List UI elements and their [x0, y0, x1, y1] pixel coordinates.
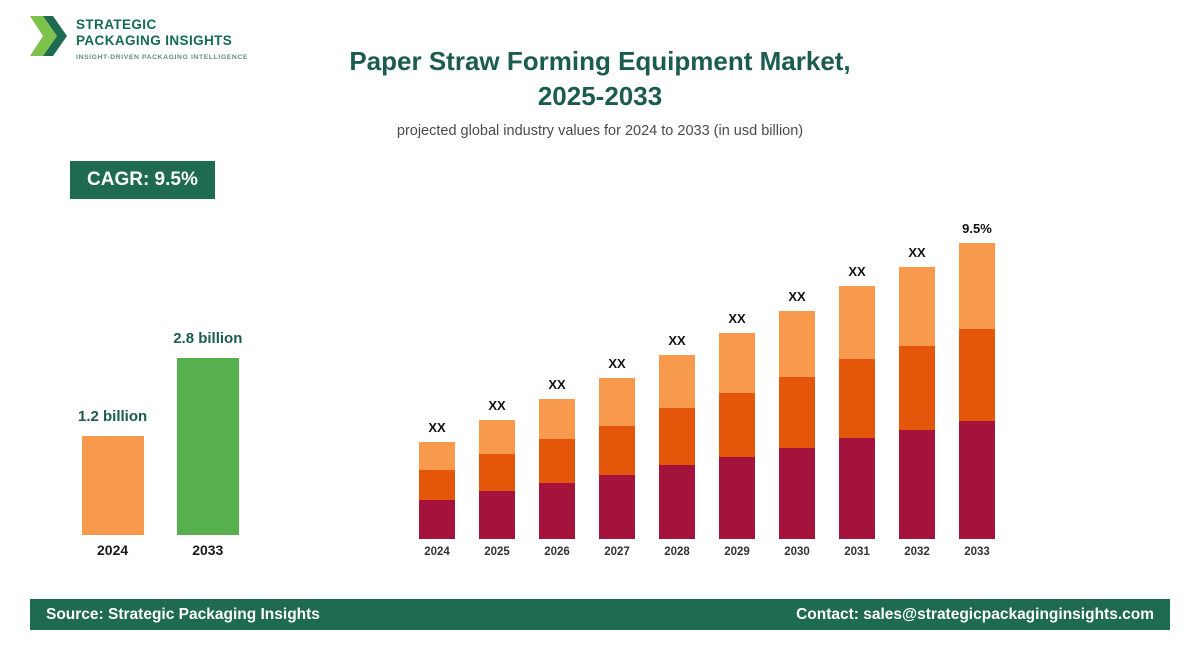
segment-top [839, 286, 875, 359]
brand-tagline: INSIGHT-DRIVEN PACKAGING INTELLIGENCE [76, 53, 248, 61]
bar-group-2032: XX 2032 [899, 245, 935, 558]
segment-middle [899, 346, 935, 430]
bar-year-label: 2029 [724, 546, 750, 558]
segment-middle [599, 426, 635, 475]
bar-group-2027: XX 2027 [599, 356, 635, 558]
summary-bar [81, 436, 144, 535]
bar-stack [719, 333, 755, 539]
segment-top [599, 378, 635, 426]
segment-middle [839, 359, 875, 438]
bar-year-label: 2024 [424, 546, 450, 558]
segment-middle [419, 470, 455, 500]
cagr-badge: CAGR: 9.5% [70, 161, 215, 199]
bar-value-label: XX [908, 245, 926, 260]
segment-middle [779, 377, 815, 448]
summary-bar-year-label: 2024 [97, 542, 129, 558]
segment-middle [479, 454, 515, 491]
stacked-bar-chart: XX 2024 XX 2025 XX 2026 XX 2027 XX 2028 XX 2029 XX 20… [419, 221, 995, 558]
bar-stack [959, 243, 995, 539]
segment-bottom [539, 483, 575, 539]
page-subtitle: projected global industry values for 202… [396, 123, 804, 140]
bar-year-label: 2026 [544, 546, 570, 558]
bar-year-label: 2030 [784, 546, 810, 558]
segment-top [419, 442, 455, 470]
brand-name-line2: PACKAGING INSIGHTS [76, 32, 233, 48]
bar-year-label: 2033 [964, 546, 990, 558]
bar-group-2025: XX 2025 [479, 398, 515, 558]
bar-value-label: 9.5% [962, 221, 992, 236]
bar-group-2029: XX 2029 [719, 311, 755, 558]
bar-value-label: XX [788, 289, 806, 304]
segment-top [659, 355, 695, 408]
bar-value-label: XX [548, 377, 566, 392]
bar-year-label: 2027 [604, 546, 630, 558]
segment-top [899, 267, 935, 346]
bar-value-label: XX [848, 264, 866, 279]
segment-bottom [899, 430, 935, 539]
summary-bar [176, 358, 239, 535]
summary-bar-value-label: 1.2 billion [78, 408, 148, 425]
summary-bar-chart: 1.2 billion 2024 2.8 billion 2033 [78, 330, 242, 558]
header: Paper Straw Forming Equipment Market, 20… [0, 44, 1200, 139]
bar-stack [599, 378, 635, 539]
segment-middle [959, 329, 995, 421]
bar-value-label: XX [608, 356, 626, 371]
segment-bottom [659, 465, 695, 539]
brand-name-line1: STRATEGIC [76, 17, 157, 32]
bar-value-label: XX [428, 420, 446, 435]
summary-bar-2033: 2.8 billion 2033 [173, 330, 242, 558]
segment-bottom [419, 500, 455, 539]
bar-year-label: 2028 [664, 546, 690, 558]
bar-stack [419, 442, 455, 539]
brand-text: STRATEGIC PACKAGING INSIGHTS INSIGHT-DRI… [76, 14, 248, 61]
page-title-line2: 2025-2033 [537, 81, 663, 112]
contact-text: Contact: sales@strategicpackaginginsight… [796, 605, 1154, 623]
segment-top [479, 420, 515, 454]
segment-middle [659, 408, 695, 465]
segment-bottom [719, 457, 755, 539]
summary-bar-2024: 1.2 billion 2024 [78, 408, 147, 558]
bar-value-label: XX [668, 333, 686, 348]
bar-group-2031: XX 2031 [839, 264, 875, 558]
brand-logo-icon [30, 14, 68, 58]
segment-bottom [599, 475, 635, 539]
page-title-line1: Paper Straw Forming Equipment Market, [349, 46, 851, 76]
bar-year-label: 2025 [484, 546, 510, 558]
bar-value-label: XX [728, 311, 746, 326]
bar-group-2028: XX 2028 [659, 333, 695, 558]
bar-group-2030: XX 2030 [779, 289, 815, 558]
segment-bottom [839, 438, 875, 539]
segment-bottom [479, 491, 515, 539]
page-title: Paper Straw Forming Equipment Market, 20… [0, 44, 1200, 114]
source-text: Source: Strategic Packaging Insights [46, 605, 320, 623]
bar-group-2033: 9.5% 2033 [959, 221, 995, 558]
bar-group-2024: XX 2024 [419, 420, 455, 558]
bar-year-label: 2031 [844, 546, 870, 558]
segment-top [719, 333, 755, 393]
segment-bottom [779, 448, 815, 539]
segment-top [959, 243, 995, 329]
bar-stack [779, 311, 815, 539]
bar-value-label: XX [488, 398, 506, 413]
summary-bar-year-label: 2033 [192, 542, 224, 558]
bar-stack [659, 355, 695, 539]
segment-top [539, 399, 575, 439]
footer-bar: Source: Strategic Packaging Insights Con… [30, 599, 1170, 630]
segment-middle [539, 439, 575, 483]
bar-stack [839, 286, 875, 539]
bar-stack [539, 399, 575, 539]
segment-middle [719, 393, 755, 457]
summary-bar-value-label: 2.8 billion [173, 330, 243, 347]
brand-logo: STRATEGIC PACKAGING INSIGHTS INSIGHT-DRI… [30, 14, 248, 61]
bar-stack [899, 267, 935, 539]
segment-top [779, 311, 815, 377]
bar-year-label: 2032 [904, 546, 930, 558]
bar-stack [479, 420, 515, 539]
segment-bottom [959, 421, 995, 539]
bar-group-2026: XX 2026 [539, 377, 575, 558]
